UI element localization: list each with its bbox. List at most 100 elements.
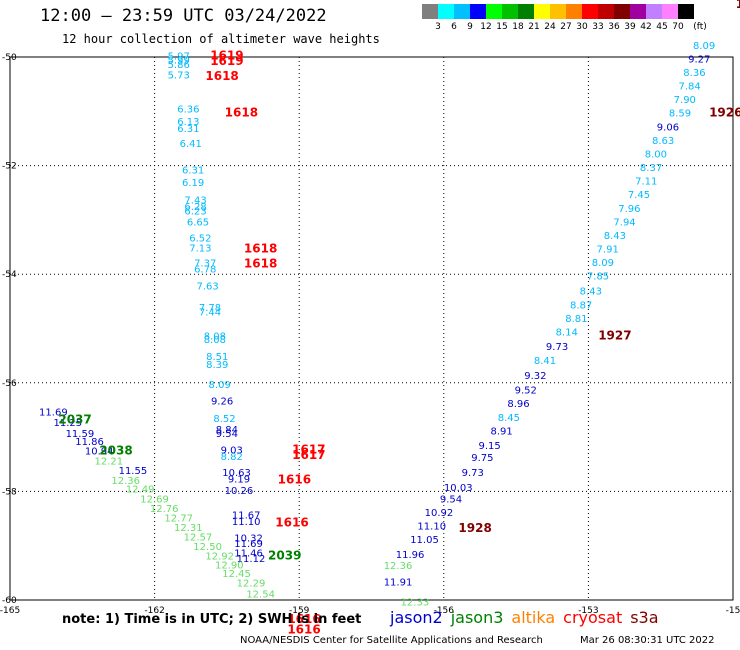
legend-swatch [438, 4, 454, 19]
data-point: 7.44 [199, 307, 221, 318]
legend-swatch [614, 4, 630, 19]
legend-swatch [454, 4, 470, 19]
data-point: 8.43 [580, 286, 602, 297]
legend-label: 36 [608, 22, 620, 32]
data-point: 6.41 [180, 139, 202, 150]
satellite-jason2: jason2 [390, 608, 443, 627]
footer-note: note: 1) Time is in UTC; 2) SWH is in fe… [62, 612, 362, 627]
data-point: 6.31 [177, 124, 199, 135]
x-tick-label: -156 [434, 606, 455, 616]
data-point: 11.67 [232, 511, 261, 522]
x-tick-label: -15 [726, 606, 740, 616]
data-point: 11.96 [396, 550, 425, 561]
data-point: 8.87 [570, 300, 592, 311]
data-point: 10.26 [225, 486, 254, 497]
data-point: 7.45 [628, 190, 650, 201]
chart-subtitle: 12 hour collection of altimeter wave hei… [62, 32, 380, 46]
data-point: 12.54 [246, 589, 275, 600]
data-point: 6.36 [177, 104, 199, 115]
data-point: 9.75 [471, 453, 493, 464]
legend-swatch [598, 4, 614, 19]
legend-swatch [422, 4, 438, 19]
data-point: 7.94 [613, 217, 635, 228]
data-point: 12.33 [401, 597, 430, 608]
data-point: 12.29 [237, 578, 266, 589]
data-point: 8.82 [221, 452, 243, 463]
legend-swatch [470, 4, 486, 19]
data-point: 11.59 [66, 429, 95, 440]
data-point: 9.19 [228, 475, 250, 486]
data-point: 12.69 [140, 494, 169, 505]
legend-swatch [550, 4, 566, 19]
y-tick-label: -56 [2, 379, 17, 389]
data-point: 9.27 [688, 54, 710, 65]
pass-time-label: 2038 [99, 443, 132, 457]
data-point: 6.78 [194, 265, 216, 276]
data-point: 12.21 [94, 456, 123, 467]
data-point: 12.76 [150, 504, 179, 515]
data-point: 11.25 [54, 418, 83, 429]
legend-swatch [518, 4, 534, 19]
data-point: 7.96 [618, 204, 640, 215]
legend-unit: (ft) [693, 22, 707, 32]
data-point: 10.92 [425, 508, 454, 519]
data-point: 9.03 [221, 445, 243, 456]
data-point: 7.63 [196, 281, 218, 292]
pass-time-label: 1618 [225, 106, 258, 120]
data-point: 12.77 [164, 513, 193, 524]
pass-time-label: 1617 [292, 448, 325, 462]
legend-label: 45 [656, 22, 668, 32]
legend-label: 6 [451, 22, 457, 32]
data-point: 8.96 [507, 399, 529, 410]
y-tick-label: -60 [2, 596, 17, 606]
data-point: 9.54 [440, 494, 462, 505]
data-point: 7.11 [635, 177, 657, 188]
satellite-legend: jason2 jason3 altika cryosat s3a [390, 608, 667, 627]
legend-swatch [502, 4, 518, 19]
data-point: 8.09 [592, 258, 614, 269]
pass-time-label: 1618 [244, 257, 277, 271]
data-point: 10.32 [234, 533, 263, 544]
data-point: 7.13 [189, 243, 211, 254]
data-point: 8.14 [556, 328, 578, 339]
data-point: 12.57 [184, 532, 213, 543]
legend-label: 9 [467, 22, 473, 32]
legend-swatch [566, 4, 582, 19]
chart-title: 12:00 – 23:59 UTC 03/24/2022 [40, 6, 327, 26]
data-point: 12.50 [193, 542, 222, 553]
legend-label: 12 [480, 22, 492, 32]
pass-time-label: 1927 [598, 328, 631, 342]
data-point: 11.91 [384, 577, 413, 588]
x-tick-label: -153 [578, 606, 598, 616]
x-tick-label: -162 [144, 606, 164, 616]
data-point: 11.10 [417, 521, 446, 532]
data-point: 12.49 [126, 484, 155, 495]
legend-label: 42 [640, 22, 652, 32]
pass-time-label: 1617 [292, 442, 325, 456]
x-tick-label: -159 [289, 606, 310, 616]
data-point: 8.91 [491, 426, 513, 437]
data-point: 7.43 [184, 196, 206, 207]
data-point: 9.32 [524, 371, 546, 382]
data-point: 12.90 [215, 561, 244, 572]
legend-label: 21 [528, 22, 540, 32]
satellite-jason3: jason3 [450, 608, 504, 627]
data-point: 8.63 [652, 136, 674, 147]
data-point: 5.97 [168, 52, 190, 63]
satellite-cryosat: cryosat [563, 608, 623, 627]
data-point: 10.03 [444, 483, 473, 494]
data-point: 7.37 [194, 259, 216, 270]
data-point: 8.45 [498, 413, 520, 424]
data-point: 9.06 [657, 122, 679, 133]
data-point: 8.52 [213, 414, 235, 425]
data-point: 6.52 [189, 234, 211, 245]
data-point: 7.78 [199, 303, 221, 314]
legend-label: 18 [512, 22, 524, 32]
satellite-altika: altika [511, 608, 556, 627]
satellite-s3a: s3a [630, 608, 659, 627]
data-point: 12.36 [111, 476, 140, 487]
data-point: 6.13 [177, 117, 199, 128]
pass-time-label: 1616 [287, 623, 320, 637]
data-point: 9.26 [211, 397, 233, 408]
